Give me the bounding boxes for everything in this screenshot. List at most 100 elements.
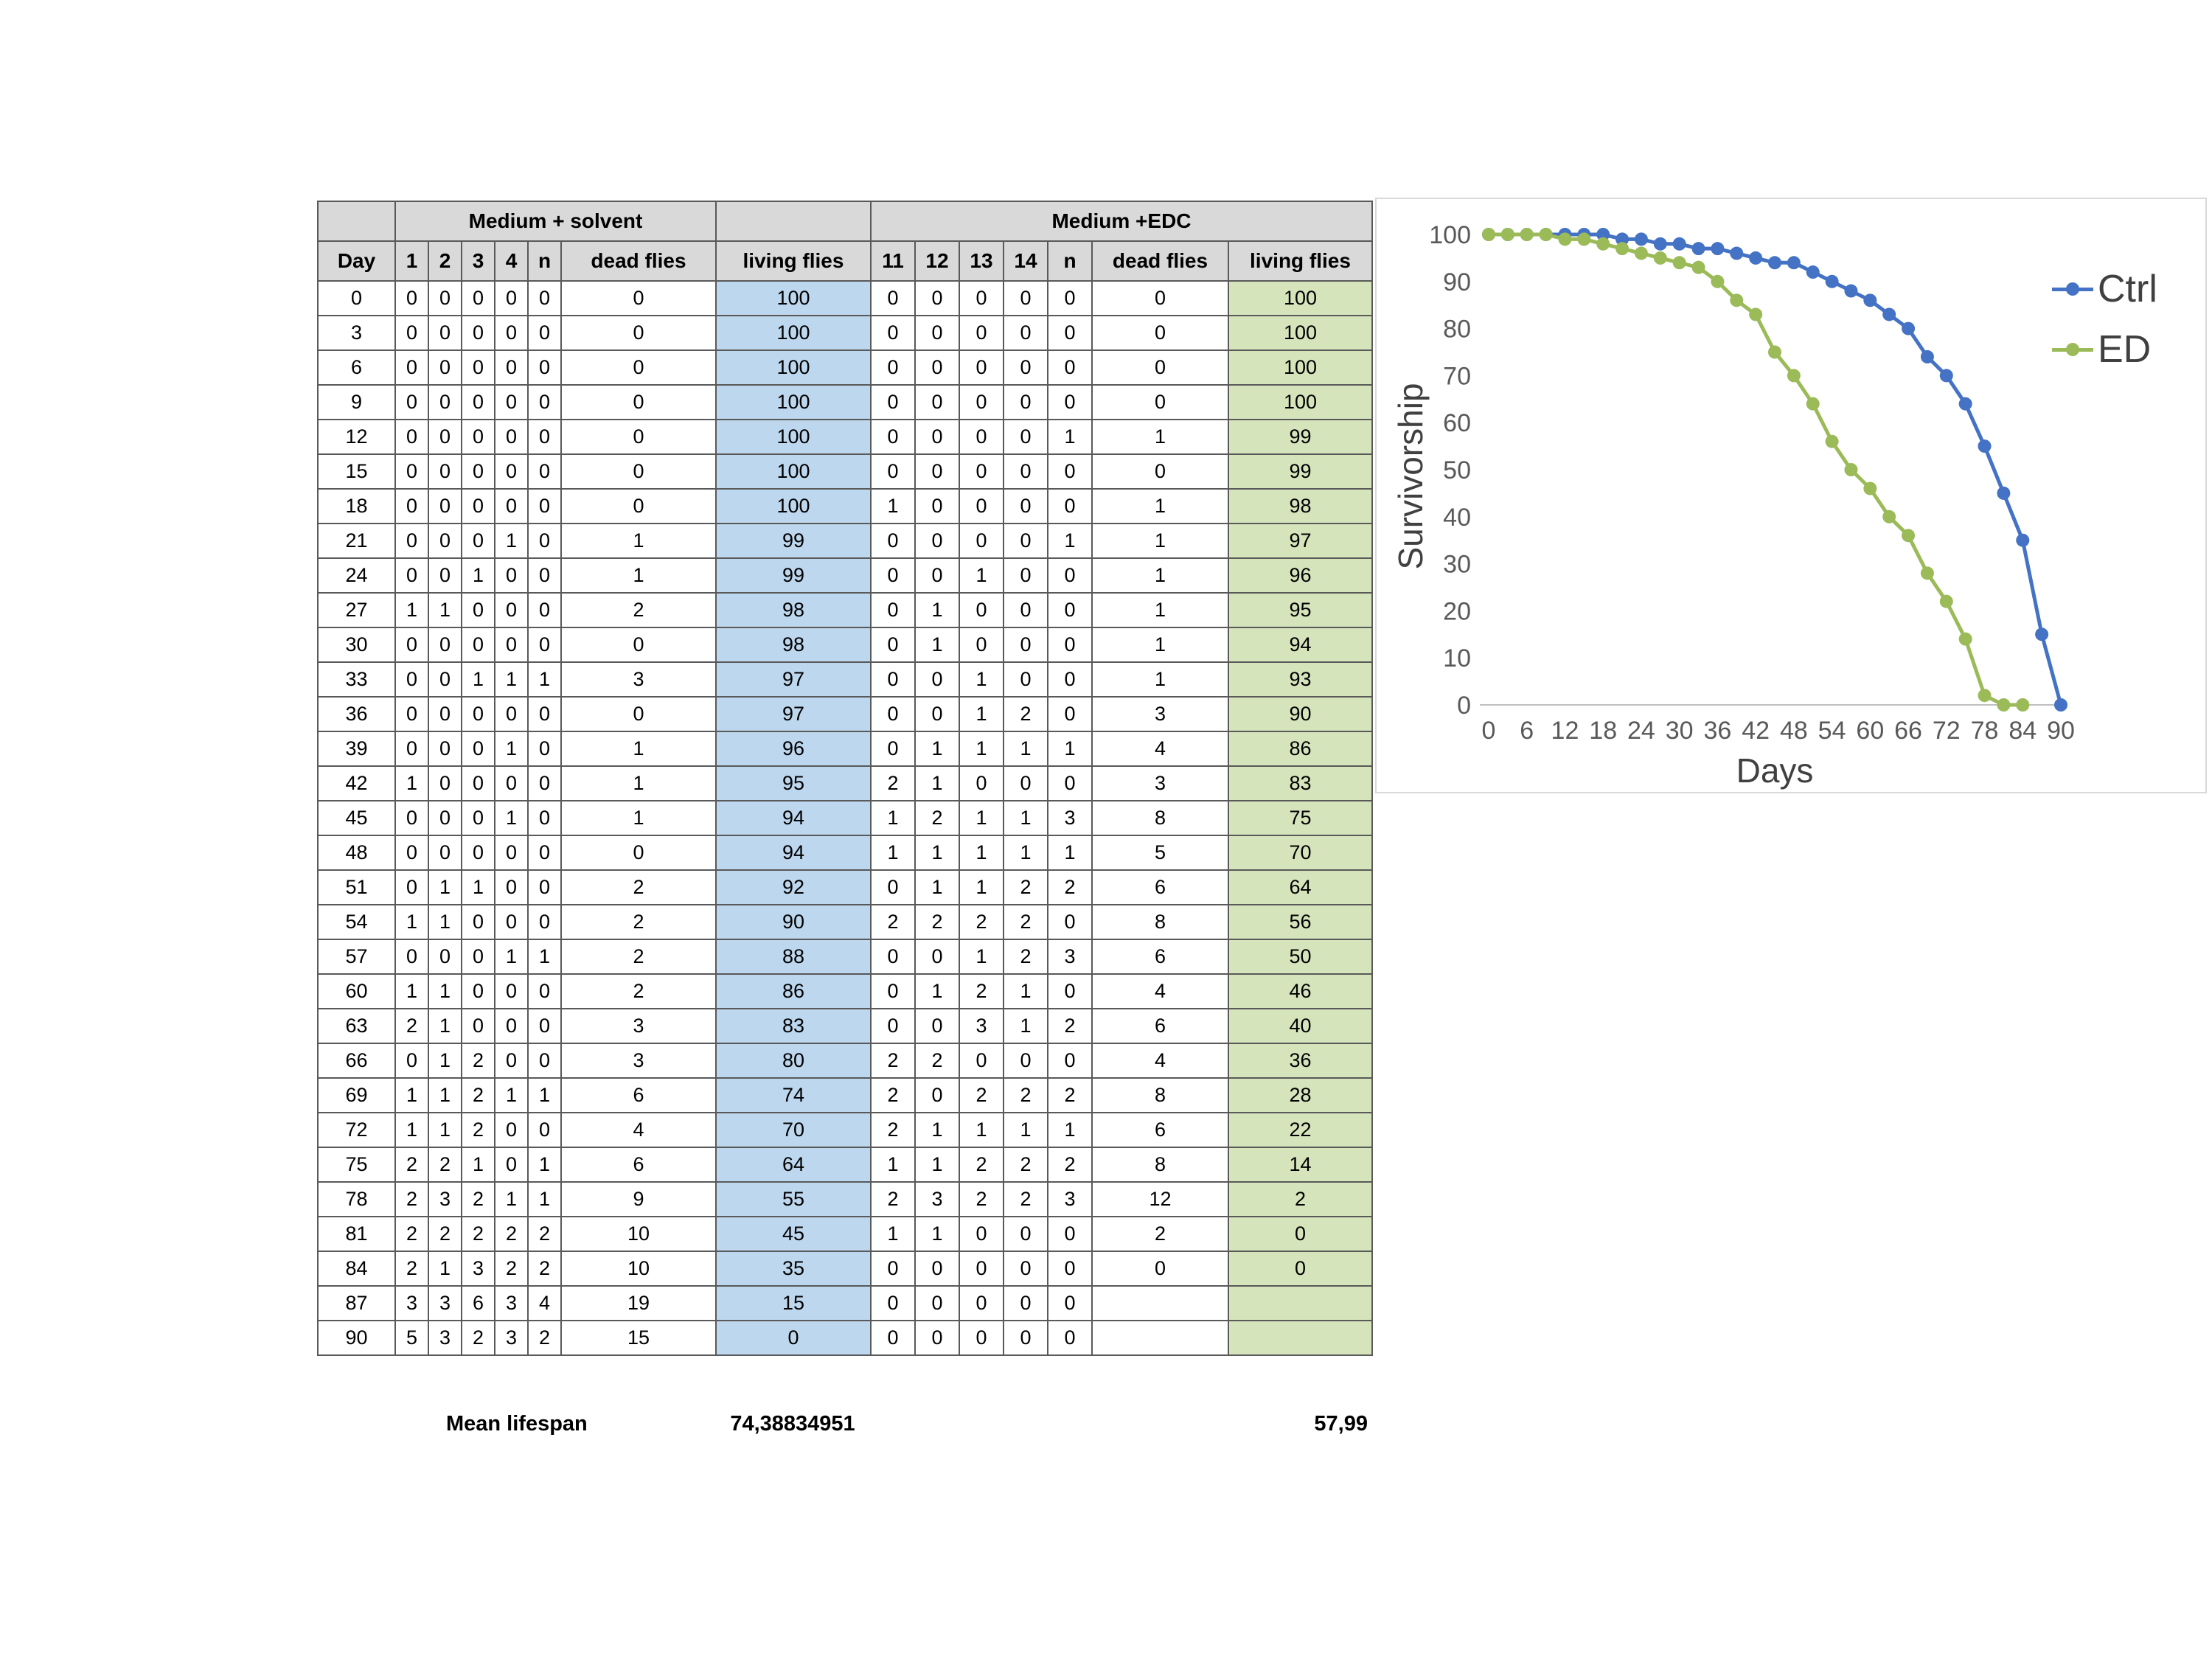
table-cell[interactable]	[1228, 1285, 1373, 1321]
table-cell[interactable]: 3	[560, 661, 717, 698]
table-cell[interactable]: 0	[461, 696, 495, 732]
table-cell[interactable]: 1	[959, 869, 1004, 905]
table-cell[interactable]: 2	[1003, 1077, 1048, 1113]
table-cell[interactable]: 0	[527, 557, 562, 594]
table-cell[interactable]: 0	[1003, 1043, 1048, 1079]
table-cell[interactable]: 2	[1228, 1181, 1373, 1217]
table-cell[interactable]: 4	[527, 1285, 562, 1321]
table-cell[interactable]: 2	[461, 1112, 495, 1148]
table-cell[interactable]: 8	[1091, 1077, 1229, 1113]
table-cell[interactable]: 1	[1047, 835, 1093, 871]
table-cell[interactable]: 0	[494, 696, 529, 732]
table-cell[interactable]: 0	[428, 765, 462, 801]
table-cell[interactable]: 0	[914, 280, 960, 316]
table-cell[interactable]: 0	[1228, 1251, 1373, 1287]
table-cell[interactable]: 2	[870, 1043, 916, 1079]
column-header[interactable]: n	[527, 240, 562, 282]
table-cell[interactable]: 0	[461, 384, 495, 420]
table-cell[interactable]: 2	[1047, 1008, 1093, 1044]
table-cell[interactable]: 22	[1228, 1112, 1373, 1148]
table-cell[interactable]: 2	[1003, 939, 1048, 975]
table-cell[interactable]: 1	[527, 661, 562, 698]
table-cell[interactable]: 3	[317, 315, 396, 351]
table-cell[interactable]: 3	[560, 1043, 717, 1079]
table-cell[interactable]: 33	[317, 661, 396, 698]
table-cell[interactable]: 1	[527, 1147, 562, 1183]
table-cell[interactable]: 3	[1091, 765, 1229, 801]
table-cell[interactable]: 0	[494, 349, 529, 386]
table-cell[interactable]: 1	[560, 800, 717, 836]
table-cell[interactable]: 40	[1228, 1008, 1373, 1044]
table-cell[interactable]: 0	[461, 904, 495, 940]
table-cell[interactable]: 2	[527, 1320, 562, 1356]
table-cell[interactable]: 0	[560, 696, 717, 732]
table-cell[interactable]: 2	[870, 1181, 916, 1217]
table-cell[interactable]: 90	[1228, 696, 1373, 732]
table-cell[interactable]: 1	[494, 523, 529, 559]
table-cell[interactable]: 0	[1047, 488, 1093, 524]
table-cell[interactable]: 0	[461, 973, 495, 1009]
table-cell[interactable]: 54	[317, 904, 396, 940]
table-cell[interactable]: 69	[317, 1077, 396, 1113]
table-cell[interactable]: 6	[461, 1285, 495, 1321]
table-cell[interactable]	[1091, 1285, 1229, 1321]
table-cell[interactable]: 0	[1047, 315, 1093, 351]
table-cell[interactable]: 1	[1047, 731, 1093, 767]
table-cell[interactable]: 1	[914, 627, 960, 663]
table-cell[interactable]: 3	[494, 1285, 529, 1321]
table-cell[interactable]: 3	[494, 1320, 529, 1356]
table-cell[interactable]: 55	[715, 1181, 872, 1217]
table-cell[interactable]: 1	[914, 1216, 960, 1252]
table-cell[interactable]: 0	[959, 765, 1004, 801]
table-cell[interactable]: 1	[1047, 419, 1093, 455]
table-cell[interactable]: 0	[428, 349, 462, 386]
table-cell[interactable]: 0	[1047, 904, 1093, 940]
table-cell[interactable]: 1	[461, 1147, 495, 1183]
table-cell[interactable]: 0	[494, 384, 529, 420]
table-cell[interactable]: 51	[317, 869, 396, 905]
table-cell[interactable]: 0	[560, 488, 717, 524]
table-cell[interactable]: 66	[317, 1043, 396, 1079]
table-cell[interactable]: 3	[914, 1181, 960, 1217]
table-cell[interactable]: 0	[428, 280, 462, 316]
table-cell[interactable]: 6	[1091, 869, 1229, 905]
table-cell[interactable]: 12	[317, 419, 396, 455]
table-cell[interactable]: 56	[1228, 904, 1373, 940]
table-cell[interactable]: 0	[527, 1043, 562, 1079]
table-cell[interactable]: 88	[715, 939, 872, 975]
table-cell[interactable]: 1	[560, 765, 717, 801]
table-cell[interactable]: 0	[870, 523, 916, 559]
table-cell[interactable]: 0	[394, 557, 429, 594]
group-header[interactable]	[715, 201, 872, 242]
table-cell[interactable]: 0	[494, 453, 529, 490]
table-cell[interactable]: 0	[394, 661, 429, 698]
table-cell[interactable]: 80	[715, 1043, 872, 1079]
table-cell[interactable]: 2	[1003, 904, 1048, 940]
table-cell[interactable]: 6	[560, 1077, 717, 1113]
table-cell[interactable]: 15	[317, 453, 396, 490]
table-cell[interactable]: 9	[317, 384, 396, 420]
table-cell[interactable]: 1	[494, 661, 529, 698]
table-cell[interactable]: 99	[715, 557, 872, 594]
table-cell[interactable]: 94	[1228, 627, 1373, 663]
table-cell[interactable]: 0	[428, 661, 462, 698]
table-cell[interactable]: 0	[527, 453, 562, 490]
table-cell[interactable]: 0	[1091, 280, 1229, 316]
column-header[interactable]: dead flies	[1091, 240, 1229, 282]
table-cell[interactable]: 2	[1047, 1147, 1093, 1183]
table-cell[interactable]: 0	[1047, 627, 1093, 663]
table-cell[interactable]: 86	[715, 973, 872, 1009]
table-cell[interactable]: 0	[428, 419, 462, 455]
table-cell[interactable]: 81	[317, 1216, 396, 1252]
table-cell[interactable]: 0	[494, 315, 529, 351]
table-cell[interactable]: 2	[959, 1181, 1004, 1217]
table-cell[interactable]: 86	[1228, 731, 1373, 767]
table-cell[interactable]: 0	[527, 523, 562, 559]
table-cell[interactable]: 0	[1003, 557, 1048, 594]
table-cell[interactable]: 0	[1047, 661, 1093, 698]
table-cell[interactable]: 2	[527, 1251, 562, 1287]
table-cell[interactable]: 0	[1003, 349, 1048, 386]
table-cell[interactable]: 2	[870, 1077, 916, 1113]
table-cell[interactable]: 1	[428, 904, 462, 940]
table-cell[interactable]: 1	[428, 869, 462, 905]
